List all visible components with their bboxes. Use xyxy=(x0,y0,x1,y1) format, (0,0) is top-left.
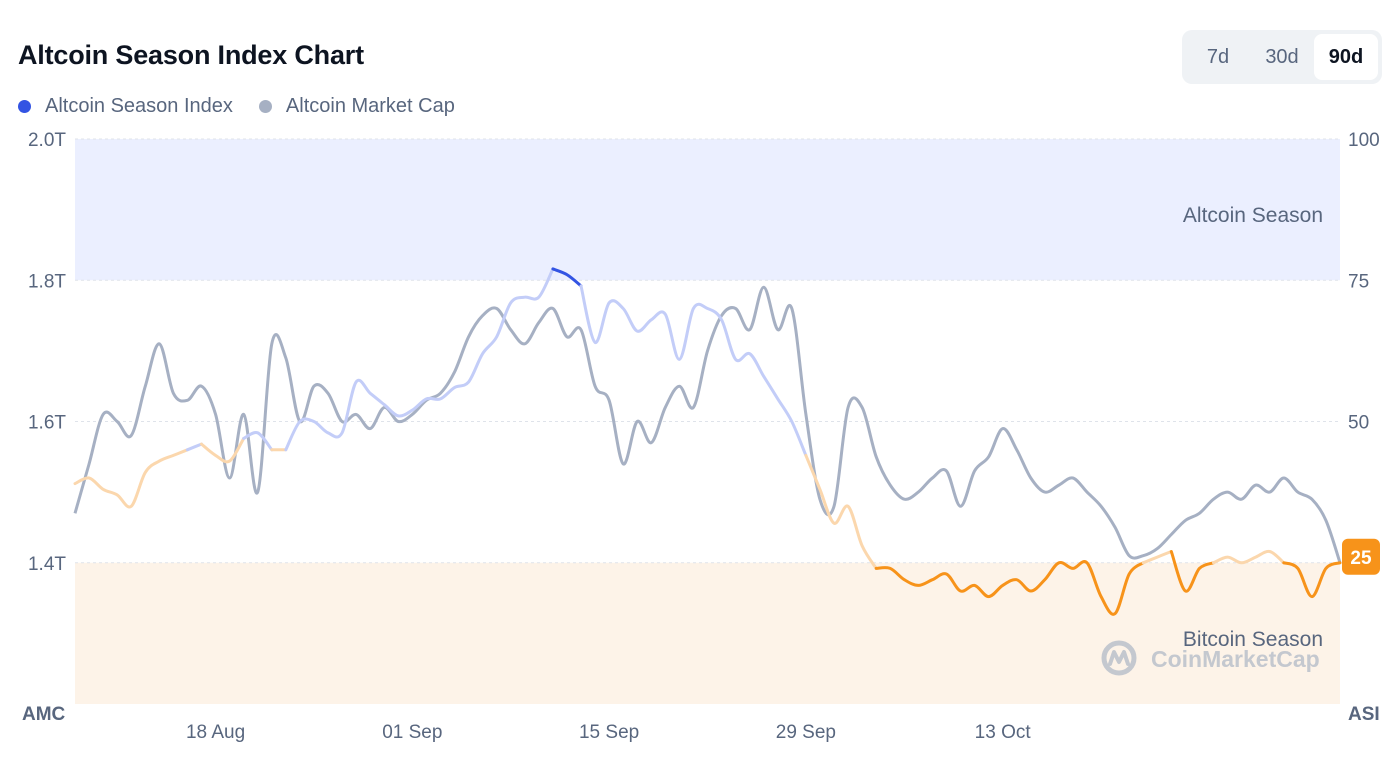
series-line-altcoin-season-index[interactable] xyxy=(874,560,1145,616)
left-axis-tick-label: 1.8T xyxy=(28,271,66,292)
left-axis-tick-label: 1.4T xyxy=(28,554,66,575)
series-line-altcoin-season-index[interactable] xyxy=(242,430,274,452)
left-axis-tick-label: 1.6T xyxy=(28,413,66,434)
coinmarketcap-logo-icon xyxy=(1101,640,1137,676)
range-7d-button[interactable]: 7d xyxy=(1186,34,1250,80)
range-90d-button[interactable]: 90d xyxy=(1314,34,1378,80)
bitcoin-season-label: Bitcoin Season xyxy=(1183,628,1323,651)
altcoin-season-label: Altcoin Season xyxy=(1183,204,1323,227)
series-line-altcoin-season-index[interactable] xyxy=(185,442,203,452)
legend-label-asi: Altcoin Season Index xyxy=(45,95,233,117)
x-axis-tick-label: 13 Oct xyxy=(975,722,1032,743)
series-line-altcoin-season-index[interactable] xyxy=(804,453,878,570)
x-axis-tick-label: 15 Sep xyxy=(579,722,639,743)
x-axis-tick-label: 01 Sep xyxy=(382,722,442,743)
series-line-altcoin-season-index[interactable] xyxy=(1212,549,1286,565)
watermark-text: CoinMarketCap xyxy=(1151,646,1320,672)
page-title: Altcoin Season Index Chart xyxy=(18,40,364,70)
series-line-altcoin-season-index[interactable] xyxy=(551,267,583,288)
right-axis-tick-label: 50 xyxy=(1348,413,1369,434)
left-axis-label: AMC xyxy=(22,704,66,725)
bitcoin-season-zone xyxy=(75,562,1340,704)
legend-dot-icon xyxy=(18,100,31,113)
right-axis-tick-label: 75 xyxy=(1348,271,1369,292)
current-value-badge xyxy=(1342,538,1380,575)
legend-dot-icon xyxy=(258,100,272,113)
series-line-altcoin-season-index[interactable] xyxy=(73,448,189,509)
left-axis-tick-label: 2.0T xyxy=(28,130,66,151)
series-line-altcoin-season-index[interactable] xyxy=(284,267,555,452)
series-line-altcoin-season-index[interactable] xyxy=(1169,550,1215,593)
series-line-altcoin-market-cap[interactable] xyxy=(73,285,1342,564)
range-30d-button[interactable]: 30d xyxy=(1250,34,1314,80)
x-axis-tick-label: 18 Aug xyxy=(186,722,245,743)
watermark: CoinMarketCap xyxy=(1101,640,1320,676)
series-line-altcoin-season-index[interactable] xyxy=(579,284,808,457)
legend-item-asi[interactable]: Altcoin Season Index xyxy=(18,95,233,118)
series-line-altcoin-season-index[interactable] xyxy=(1141,550,1173,565)
current-value-text: 25 xyxy=(1350,548,1372,569)
altcoin-season-zone xyxy=(75,139,1340,281)
series-line-altcoin-season-index[interactable] xyxy=(200,436,246,464)
right-axis-tick-label: 100 xyxy=(1348,130,1380,151)
right-axis-label: ASI xyxy=(1348,704,1380,725)
x-axis-tick-label: 29 Sep xyxy=(776,722,836,743)
legend-label-amc: Altcoin Market Cap xyxy=(285,95,455,117)
legend-item-amc[interactable]: Altcoin Market Cap xyxy=(258,95,455,118)
time-range-selector: 7d 30d 90d xyxy=(1182,30,1382,84)
series-line-altcoin-season-index[interactable] xyxy=(1282,561,1342,599)
chart-legend: Altcoin Season Index Altcoin Market Cap xyxy=(18,95,481,118)
